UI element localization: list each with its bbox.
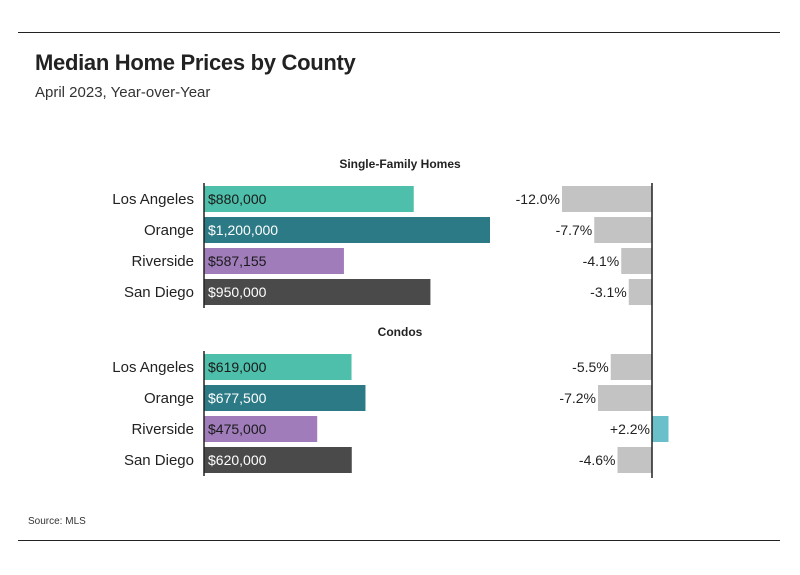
value-label-single-family-homes-orange: $1,200,000: [208, 222, 278, 238]
bar-condos-orange: [204, 385, 366, 411]
bar-single-family-homes-orange: [204, 217, 490, 243]
bar-single-family-homes-riverside: [204, 248, 344, 274]
chart-subtitle: April 2023, Year-over-Year: [35, 84, 211, 101]
category-label-san-diego: San Diego: [124, 284, 194, 301]
bar-condos-los-angeles: [204, 354, 352, 380]
bottom-rule: [18, 540, 780, 541]
change-label-single-family-homes-riverside: -4.1%: [583, 253, 620, 269]
change-label-single-family-homes-los-angeles: -12.0%: [516, 191, 560, 207]
category-label-riverside: Riverside: [131, 421, 194, 438]
category-label-san-diego: San Diego: [124, 452, 194, 469]
category-label-riverside: Riverside: [131, 253, 194, 270]
change-bar-single-family-homes-los-angeles: [562, 186, 652, 212]
change-label-condos-orange: -7.2%: [559, 390, 596, 406]
bar-single-family-homes-los-angeles: [204, 186, 414, 212]
change-bar-condos-riverside: [652, 416, 669, 442]
top-rule: [18, 32, 780, 33]
value-label-condos-san-diego: $620,000: [208, 452, 267, 468]
value-label-condos-orange: $677,500: [208, 390, 267, 406]
bar-condos-san-diego: [204, 447, 352, 473]
value-label-single-family-homes-los-angeles: $880,000: [208, 191, 267, 207]
category-label-orange: Orange: [144, 390, 194, 407]
category-label-los-angeles: Los Angeles: [112, 191, 194, 208]
change-bar-single-family-homes-san-diego: [628, 279, 652, 305]
change-label-condos-san-diego: -4.6%: [579, 452, 616, 468]
change-bar-single-family-homes-orange: [594, 217, 652, 243]
value-label-single-family-homes-san-diego: $950,000: [208, 284, 267, 300]
bar-condos-riverside: [204, 416, 318, 442]
panel-title-single-family-homes: Single-Family Homes: [339, 157, 461, 171]
panel-title-condos: Condos: [378, 325, 423, 339]
change-label-single-family-homes-san-diego: -3.1%: [590, 284, 627, 300]
value-label-condos-riverside: $475,000: [208, 421, 267, 437]
change-bar-condos-los-angeles: [610, 354, 652, 380]
value-label-single-family-homes-riverside: $587,155: [208, 253, 267, 269]
change-label-condos-riverside: +2.2%: [610, 421, 650, 437]
change-bar-condos-san-diego: [617, 447, 652, 473]
category-label-orange: Orange: [144, 222, 194, 239]
category-label-los-angeles: Los Angeles: [112, 359, 194, 376]
change-bar-single-family-homes-riverside: [621, 248, 652, 274]
change-label-single-family-homes-orange: -7.7%: [556, 222, 593, 238]
change-bar-condos-orange: [598, 385, 652, 411]
source-note: Source: MLS: [28, 516, 86, 527]
bar-single-family-homes-san-diego: [204, 279, 431, 305]
chart-title: Median Home Prices by County: [35, 50, 356, 75]
value-label-condos-los-angeles: $619,000: [208, 359, 267, 375]
change-label-condos-los-angeles: -5.5%: [572, 359, 609, 375]
